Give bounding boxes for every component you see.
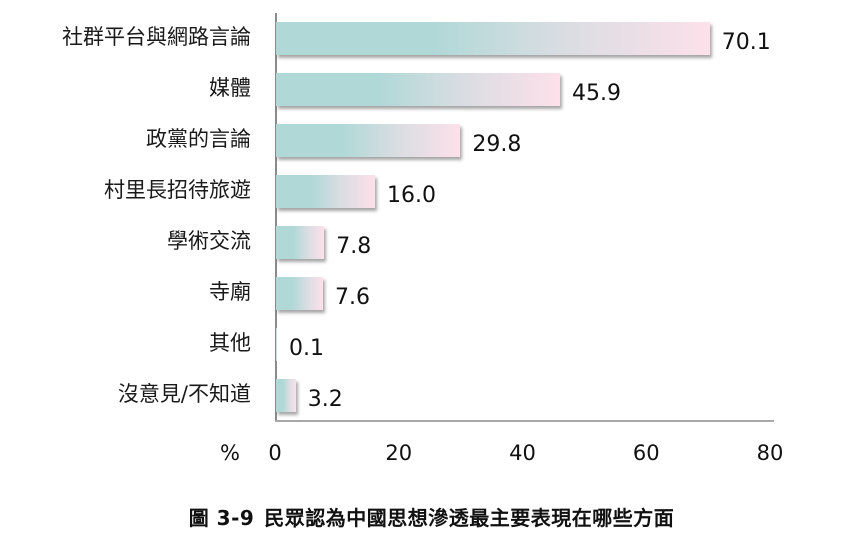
bar-row: 沒意見/不知道 3.2 <box>0 376 863 416</box>
figure-caption: 圖 3-9 民眾認為中國思想滲透最主要表現在哪些方面 <box>0 502 863 531</box>
figure-number: 圖 3-9 <box>188 506 255 530</box>
category-label: 政黨的言論 <box>146 127 251 151</box>
value-label: 7.8 <box>336 234 372 259</box>
x-axis-unit: % <box>220 441 240 465</box>
bar <box>276 328 277 361</box>
bar <box>276 175 375 208</box>
x-axis-line <box>275 420 774 422</box>
value-label: 16.0 <box>387 183 436 208</box>
bar-row: 社群平台與網路言論 70.1 <box>0 19 863 59</box>
value-label: 0.1 <box>289 336 324 361</box>
bar <box>276 22 710 55</box>
value-label: 29.8 <box>472 132 522 157</box>
bar-row: 媒體 45.9 <box>0 70 863 110</box>
category-label: 學術交流 <box>167 229 251 253</box>
category-label: 沒意見/不知道 <box>117 382 251 406</box>
value-label: 70.1 <box>721 30 771 55</box>
bar <box>276 379 296 412</box>
caption-text: 民眾認為中國思想滲透最主要表現在哪些方面 <box>264 506 675 530</box>
bar <box>276 226 325 259</box>
bar-row: 村里長招待旅遊 16.0 <box>0 172 863 212</box>
x-tick-label: 20 <box>385 441 413 465</box>
x-tick-label: 60 <box>632 441 660 465</box>
x-tick-label: 40 <box>509 441 536 465</box>
y-axis-line <box>275 13 277 422</box>
value-label: 45.9 <box>572 81 621 106</box>
category-label: 社群平台與網路言論 <box>62 25 251 49</box>
value-label: 7.6 <box>335 285 371 310</box>
bar <box>276 73 560 106</box>
bar <box>276 277 324 310</box>
value-label: 3.2 <box>307 387 343 412</box>
bar-row: 政黨的言論 29.8 <box>0 121 863 161</box>
category-label: 其他 <box>209 331 251 355</box>
bar <box>276 124 461 157</box>
bar-row: 寺廟 7.6 <box>0 274 863 314</box>
category-label: 村里長招待旅遊 <box>104 178 251 202</box>
bar-row: 學術交流 7.8 <box>0 223 863 263</box>
category-label: 媒體 <box>209 76 251 100</box>
x-tick-label: 80 <box>756 441 784 465</box>
bar-row: 其他 0.1 <box>0 325 863 365</box>
category-label: 寺廟 <box>209 280 251 304</box>
x-tick-label: 0 <box>268 441 282 465</box>
